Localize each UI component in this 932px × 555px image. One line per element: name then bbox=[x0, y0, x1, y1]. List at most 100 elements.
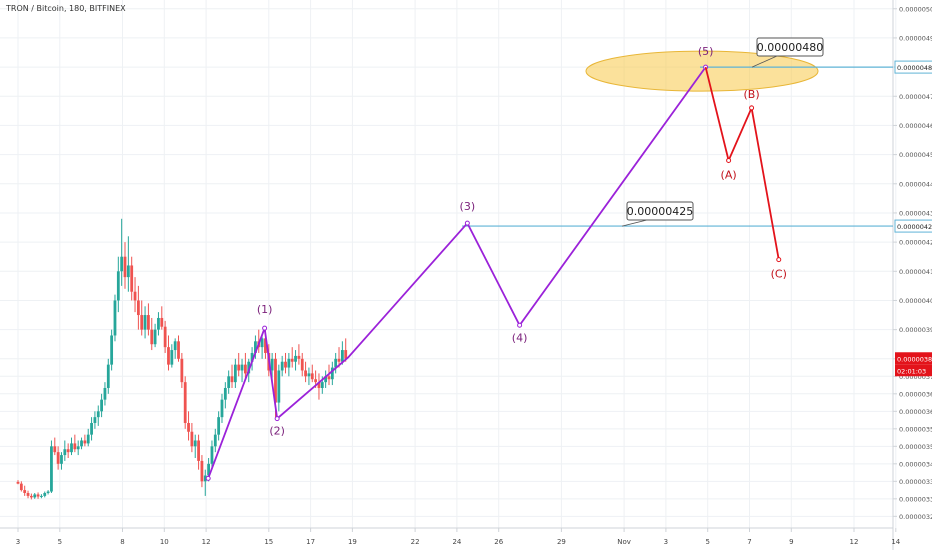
x-tick-label: 10 bbox=[160, 538, 169, 546]
candle-body bbox=[314, 379, 318, 383]
candle-body bbox=[157, 317, 160, 330]
candle-body bbox=[304, 370, 307, 377]
candle-body bbox=[190, 431, 194, 447]
correction-label: (C) bbox=[771, 268, 787, 281]
candle-body bbox=[163, 326, 167, 348]
y-tick-label: 0.00000350 bbox=[899, 443, 932, 451]
candle-body bbox=[103, 387, 107, 400]
candle-body bbox=[66, 449, 70, 453]
candle-body bbox=[16, 481, 20, 484]
candle-body bbox=[197, 440, 200, 461]
candle-body bbox=[210, 446, 214, 464]
x-tick-label: 19 bbox=[348, 538, 357, 546]
candle-body bbox=[100, 399, 103, 412]
y-tick-label: 0.00000390 bbox=[899, 326, 932, 334]
candle-body bbox=[193, 440, 197, 447]
candle-body bbox=[200, 460, 204, 482]
candle-body bbox=[40, 495, 43, 497]
candle-body bbox=[113, 300, 117, 336]
y-tick-label: 0.00000450 bbox=[899, 151, 932, 159]
candle-body bbox=[227, 376, 231, 388]
y-tick-label: 0.00000338 bbox=[899, 478, 932, 486]
callout-425-pointer bbox=[621, 219, 648, 227]
candle-body bbox=[147, 315, 150, 330]
x-tick-label: 24 bbox=[452, 538, 461, 546]
candle-body bbox=[90, 422, 93, 435]
wave-label: (2) bbox=[269, 425, 285, 438]
candle-body bbox=[287, 358, 291, 368]
wave-label: (4) bbox=[512, 331, 528, 344]
candle-body bbox=[126, 265, 130, 278]
candle-body bbox=[340, 350, 344, 362]
x-tick-label: 7 bbox=[747, 538, 751, 546]
x-tick-label: Nov bbox=[617, 538, 631, 546]
wave-point bbox=[262, 325, 268, 331]
y-tick-label: 0.00000368 bbox=[899, 390, 932, 398]
candle-body bbox=[213, 434, 217, 447]
grid bbox=[0, 0, 897, 528]
x-tick-label: 5 bbox=[58, 538, 62, 546]
chart-title: TRON / Bitcoin, 180, BITFINEX bbox=[6, 4, 126, 13]
candle-body bbox=[327, 376, 331, 380]
y-tick-label: 0.00000332 bbox=[899, 495, 932, 503]
x-tick-label: 3 bbox=[16, 538, 20, 546]
candle-body bbox=[237, 364, 241, 371]
candle-body bbox=[330, 367, 334, 380]
x-tick-label: 14 bbox=[891, 538, 900, 546]
candle-body bbox=[160, 317, 164, 327]
candle-body bbox=[46, 491, 50, 493]
callout-425-label: 0.00000425 bbox=[627, 205, 693, 218]
countdown-tag: 02:01:03 bbox=[897, 367, 926, 375]
wave-point bbox=[205, 475, 211, 481]
candle-body bbox=[60, 455, 63, 464]
candle-body bbox=[233, 364, 237, 383]
candle-body bbox=[133, 291, 137, 301]
candle-body bbox=[277, 370, 281, 403]
candles bbox=[16, 218, 348, 500]
candle-body bbox=[310, 373, 314, 380]
wave-label: (5) bbox=[698, 45, 714, 58]
level-480-axis-tag: 0.00000480 bbox=[897, 64, 932, 72]
candle-body bbox=[80, 440, 83, 447]
candle-body bbox=[320, 382, 324, 388]
y-tick-label: 0.00000326 bbox=[899, 513, 932, 521]
x-tick-label: 26 bbox=[494, 538, 503, 546]
y-tick-label: 0.00000410 bbox=[899, 268, 932, 276]
candle-body bbox=[334, 358, 338, 368]
y-tick-label: 0.00000362 bbox=[899, 408, 932, 416]
candle-body bbox=[26, 492, 30, 496]
candle-body bbox=[337, 358, 341, 362]
level-480-axis-tag-border bbox=[894, 60, 932, 74]
correction-point bbox=[776, 257, 782, 263]
y-tick-label: 0.00000356 bbox=[899, 425, 932, 433]
candle-body bbox=[280, 361, 284, 371]
candle-body bbox=[86, 434, 90, 444]
y-tick-label: 0.00000460 bbox=[899, 122, 932, 130]
callout-480-pointer bbox=[751, 55, 778, 68]
candle-body bbox=[29, 495, 33, 498]
y-tick-label: 0.00000490 bbox=[899, 34, 932, 42]
candle-body bbox=[223, 387, 227, 400]
level-425-axis-tag-border bbox=[894, 219, 932, 233]
y-tick-label: 0.00000430 bbox=[899, 209, 932, 217]
candle-body bbox=[106, 364, 110, 388]
candle-body bbox=[96, 411, 100, 418]
candle-body bbox=[173, 341, 177, 351]
callout-480-label: 0.00000480 bbox=[757, 41, 823, 54]
callout-425-box bbox=[626, 201, 694, 221]
x-tick-label: 15 bbox=[264, 538, 273, 546]
candle-body bbox=[183, 382, 187, 423]
candle-body bbox=[300, 358, 304, 371]
y-tick-label: 0.00000400 bbox=[899, 297, 932, 305]
candle-body bbox=[116, 271, 120, 301]
x-tick-label: 8 bbox=[120, 538, 124, 546]
wave-point bbox=[517, 322, 523, 328]
callout-480-box bbox=[756, 37, 824, 57]
wave-point bbox=[464, 220, 470, 226]
candle-body bbox=[217, 417, 221, 435]
candle-body bbox=[203, 475, 207, 482]
